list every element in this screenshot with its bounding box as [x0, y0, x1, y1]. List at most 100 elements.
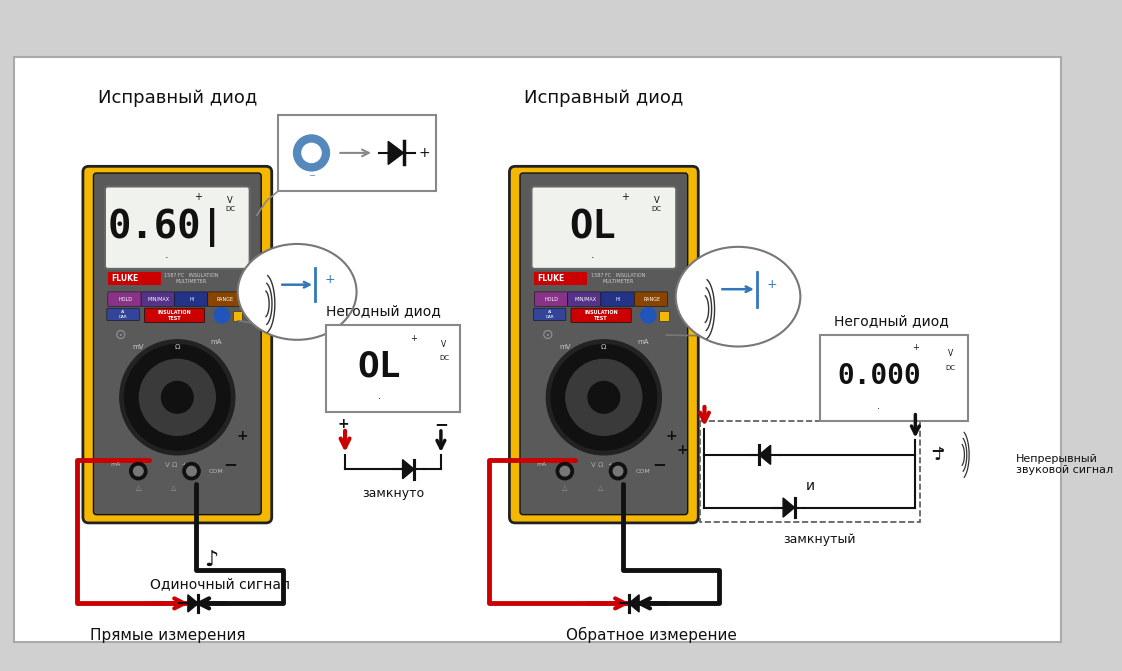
- Circle shape: [183, 462, 200, 480]
- Polygon shape: [187, 595, 199, 612]
- Circle shape: [139, 360, 215, 435]
- Text: +: +: [324, 273, 335, 287]
- Text: RANGE: RANGE: [217, 297, 233, 301]
- Text: Исправный диод: Исправный диод: [524, 89, 683, 107]
- Text: .: .: [591, 250, 595, 260]
- Polygon shape: [760, 446, 771, 464]
- Polygon shape: [388, 142, 404, 164]
- Circle shape: [125, 345, 230, 450]
- Text: .: .: [877, 401, 881, 411]
- Text: COM: COM: [635, 468, 651, 474]
- Circle shape: [134, 466, 144, 476]
- Text: +: +: [677, 443, 688, 457]
- Text: V: V: [228, 197, 233, 205]
- Text: замкнутый: замкнутый: [783, 533, 856, 546]
- Text: DC: DC: [652, 205, 662, 211]
- Text: FLUKE: FLUKE: [111, 274, 138, 283]
- Circle shape: [302, 144, 321, 162]
- Circle shape: [162, 382, 193, 413]
- Circle shape: [546, 340, 661, 455]
- FancyBboxPatch shape: [83, 166, 272, 523]
- Text: mA: mA: [211, 339, 222, 345]
- Circle shape: [214, 308, 230, 323]
- Text: 1587 FC   INSULATION
MULTIMETER: 1587 FC INSULATION MULTIMETER: [164, 273, 219, 284]
- FancyBboxPatch shape: [634, 292, 668, 306]
- Text: mA: mA: [637, 339, 649, 345]
- Text: △: △: [598, 485, 603, 491]
- Circle shape: [609, 462, 627, 480]
- Text: ⊙: ⊙: [541, 328, 553, 342]
- Text: mA: mA: [536, 462, 546, 467]
- Text: mA: mA: [110, 462, 120, 467]
- Text: −: −: [653, 456, 666, 474]
- Polygon shape: [403, 460, 414, 479]
- Text: 0.60|: 0.60|: [108, 208, 224, 247]
- Text: и: и: [806, 478, 815, 493]
- FancyBboxPatch shape: [509, 166, 698, 523]
- Text: +: +: [237, 429, 248, 443]
- FancyBboxPatch shape: [519, 173, 688, 515]
- Text: +: +: [410, 334, 416, 343]
- FancyBboxPatch shape: [660, 311, 669, 321]
- Circle shape: [120, 340, 234, 455]
- Text: +: +: [912, 344, 920, 352]
- Text: MIN/MAX: MIN/MAX: [574, 297, 596, 301]
- Circle shape: [186, 466, 196, 476]
- Text: Непрерывный
звуковой сигнал: Непрерывный звуковой сигнал: [1017, 454, 1113, 475]
- FancyBboxPatch shape: [278, 115, 436, 191]
- Text: +: +: [620, 192, 628, 202]
- Text: ♪: ♪: [934, 446, 945, 464]
- Text: INSULATION
TEST: INSULATION TEST: [585, 310, 618, 321]
- Text: V: V: [441, 340, 447, 349]
- Text: DC: DC: [945, 365, 955, 371]
- Text: +: +: [419, 146, 431, 160]
- Circle shape: [557, 462, 573, 480]
- Text: замкнуто: замкнуто: [362, 486, 424, 500]
- Text: △: △: [562, 485, 568, 491]
- Text: V Ω  +i: V Ω +i: [591, 462, 616, 468]
- Text: mV: mV: [132, 344, 144, 350]
- Text: MIN/MAX: MIN/MAX: [148, 297, 169, 301]
- FancyBboxPatch shape: [108, 272, 160, 285]
- Text: Негодный диод: Негодный диод: [834, 313, 949, 327]
- Text: Негодный диод: Негодный диод: [327, 304, 441, 318]
- FancyBboxPatch shape: [532, 187, 677, 269]
- Text: △: △: [136, 485, 141, 491]
- FancyBboxPatch shape: [145, 308, 204, 323]
- Text: +: +: [767, 278, 778, 291]
- Circle shape: [614, 466, 623, 476]
- Circle shape: [551, 345, 656, 450]
- Text: HOLD: HOLD: [119, 297, 132, 301]
- Text: Ω: Ω: [175, 344, 180, 350]
- Text: +: +: [665, 429, 677, 443]
- Circle shape: [560, 466, 570, 476]
- Text: RANGE: RANGE: [643, 297, 661, 301]
- FancyBboxPatch shape: [601, 292, 634, 306]
- FancyBboxPatch shape: [325, 325, 460, 412]
- FancyBboxPatch shape: [568, 292, 601, 306]
- Text: −: −: [434, 415, 448, 433]
- Text: −: −: [930, 441, 945, 459]
- FancyBboxPatch shape: [533, 308, 565, 321]
- FancyBboxPatch shape: [233, 311, 242, 321]
- Text: INSULATION
TEST: INSULATION TEST: [158, 310, 192, 321]
- Text: Обратное измерение: Обратное измерение: [567, 627, 737, 643]
- Text: ─: ─: [309, 170, 314, 179]
- Ellipse shape: [675, 247, 800, 346]
- Text: +: +: [338, 417, 349, 431]
- Text: Одиночный сигнал: Одиночный сигнал: [150, 577, 291, 591]
- FancyBboxPatch shape: [108, 292, 141, 306]
- Polygon shape: [628, 595, 640, 612]
- Text: −: −: [223, 456, 237, 474]
- Text: Прямые измерения: Прямые измерения: [90, 627, 246, 643]
- Text: V: V: [948, 350, 953, 358]
- Text: △: △: [171, 485, 176, 491]
- Text: FLUKE: FLUKE: [537, 274, 564, 283]
- FancyBboxPatch shape: [571, 308, 632, 323]
- FancyBboxPatch shape: [15, 57, 1061, 641]
- FancyBboxPatch shape: [208, 292, 241, 306]
- Text: HOLD: HOLD: [545, 297, 559, 301]
- Circle shape: [588, 382, 619, 413]
- FancyBboxPatch shape: [534, 292, 568, 306]
- Text: ♪: ♪: [204, 550, 218, 570]
